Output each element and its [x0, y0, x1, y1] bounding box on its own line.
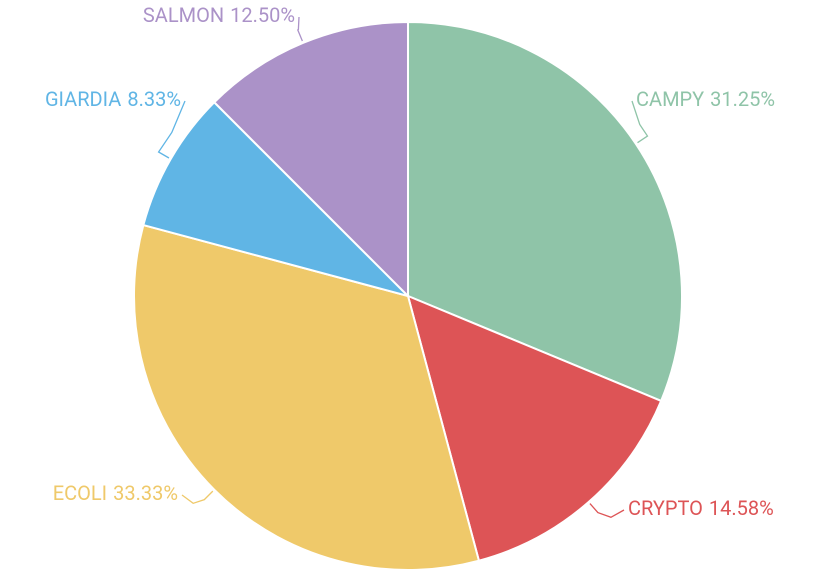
leader-line: [589, 503, 625, 518]
leader-line: [631, 100, 649, 144]
pie-slice: [212, 20, 409, 299]
slice-label: GIARDIA 8.33%: [45, 87, 181, 111]
slice-value: 14.58%: [709, 496, 774, 520]
slice-category: CRYPTO: [628, 496, 703, 520]
slice-label: CRYPTO 14.58%: [628, 496, 774, 520]
slice-category: ECOLI: [53, 481, 107, 505]
slice-category: CAMPY: [636, 87, 704, 111]
slice-category: SALMON: [143, 3, 224, 27]
slice-label: SALMON 12.50%: [143, 3, 295, 27]
pie-slice: [142, 100, 412, 298]
slice-label: ECOLI 33.33%: [53, 481, 178, 505]
slice-label: CAMPY 31.25%: [636, 87, 775, 111]
leader-line: [157, 100, 186, 159]
leader-line: [181, 490, 214, 505]
leader-line: [296, 16, 303, 42]
slice-value: 33.33%: [113, 481, 178, 505]
slice-value: 31.25%: [710, 87, 775, 111]
pie-slice: [406, 294, 663, 562]
slice-value: 8.33%: [127, 87, 181, 111]
slice-value: 12.50%: [230, 3, 295, 27]
pie-slice: [407, 20, 683, 403]
slice-category: GIARDIA: [45, 87, 121, 111]
pie-slice: [133, 223, 481, 571]
